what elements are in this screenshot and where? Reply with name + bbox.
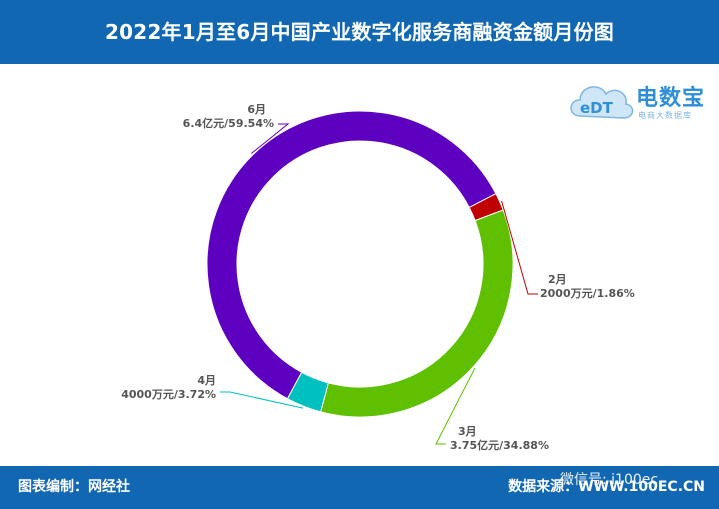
leader-line-apr xyxy=(220,391,304,409)
slice-mar xyxy=(320,209,514,418)
leader-line-jun xyxy=(250,123,290,154)
logo: eDT 电数宝 电商大数据库 xyxy=(566,66,716,128)
leader-line-mar xyxy=(435,367,476,445)
footer-source-credit: 图表编制：网经社 xyxy=(18,479,130,495)
label-jun-value: 6.4亿元/59.54% xyxy=(183,116,274,130)
wechat-watermark: 微信号: i100ec xyxy=(560,472,659,488)
label-apr-value: 4000万元/3.72% xyxy=(121,388,216,401)
cloud-edt-logo-icon: eDT xyxy=(570,86,634,119)
svg-text:eDT: eDT xyxy=(580,99,614,117)
label-mar-name: 3月 xyxy=(458,425,477,438)
slice-apr xyxy=(286,371,329,413)
header-bar: 2022年1月至6月中国产业数字化服务商融资金额月份图 xyxy=(0,0,719,64)
label-feb-name: 2月 xyxy=(548,273,567,286)
leader-line-feb xyxy=(501,200,538,295)
donut-chart: 6月 6.4亿元/59.54% 2月 2000万元/1.86% 3月 3.75亿… xyxy=(121,103,635,452)
logo-subtext: 电商大数据库 xyxy=(638,111,692,120)
footer-bar: 图表编制：网经社 数据来源：WWW.100EC.CN xyxy=(0,466,719,509)
logo-text: 电数宝 xyxy=(636,86,706,111)
leader-lines xyxy=(220,123,538,445)
donut-slices xyxy=(206,110,514,418)
footer-data-source: 数据来源：WWW.100EC.CN xyxy=(508,479,705,495)
label-mar-value: 3.75亿元/34.88% xyxy=(450,438,549,452)
page-title: 2022年1月至6月中国产业数字化服务商融资金额月份图 xyxy=(105,20,614,44)
label-jun-name: 6月 xyxy=(247,103,266,116)
label-apr-name: 4月 xyxy=(197,374,216,387)
label-feb-value: 2000万元/1.86% xyxy=(540,287,635,300)
slice-jun xyxy=(206,110,497,400)
